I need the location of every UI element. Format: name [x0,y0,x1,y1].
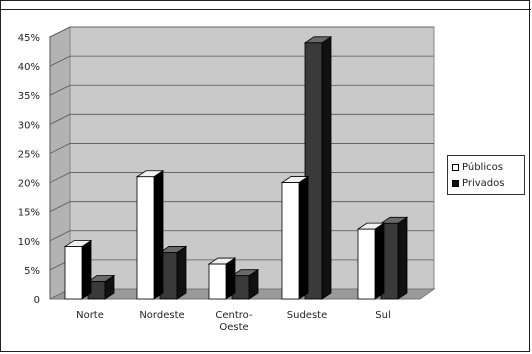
legend-swatch-publicos [452,163,459,171]
y-tick-label: 45% [18,33,40,44]
bar-publicos [357,228,376,300]
top-border-line [1,9,531,10]
y-tick-label: 30% [18,120,40,131]
bar-publicos-side [298,175,309,300]
legend-label-privados: Privados [462,177,505,189]
y-tick-label: 20% [18,179,40,190]
legend-label-publicos: Públicos [462,161,503,173]
bar-publicos [136,176,155,300]
bar-privados [304,42,323,300]
y-tick-label: 15% [18,208,40,219]
bar-publicos [281,182,300,300]
bar-privados-side [397,216,408,300]
y-tick-label: 0 [34,295,40,306]
bar-publicos-side [374,222,385,300]
x-category-label: Sudeste [287,310,327,321]
x-category-label: Norte [76,310,104,321]
y-tick-label: 40% [18,62,40,73]
x-category-label: Oeste [219,322,248,333]
y-tick-label: 10% [18,237,40,248]
bar-publicos-side [81,239,92,300]
legend-item-publicos: Públicos [452,159,524,175]
bar-publicos-side [153,169,164,300]
bar-privados-side [176,245,187,300]
bar-publicos-side [225,257,236,300]
x-category-label: Nordeste [139,310,184,321]
y-tick-label: 5% [24,266,40,277]
legend-swatch-privados [452,179,459,187]
bar-publicos [64,246,83,300]
legend-item-privados: Privados [452,175,524,191]
x-category-label: Centro- [215,310,253,321]
y-tick-label: 25% [18,149,40,160]
gridline [49,26,434,38]
bar-publicos [208,263,227,300]
legend: Públicos Privados [447,155,525,195]
bar-privados-side [321,36,332,300]
y-tick-label: 35% [18,91,40,102]
x-category-label: Sul [375,310,390,321]
